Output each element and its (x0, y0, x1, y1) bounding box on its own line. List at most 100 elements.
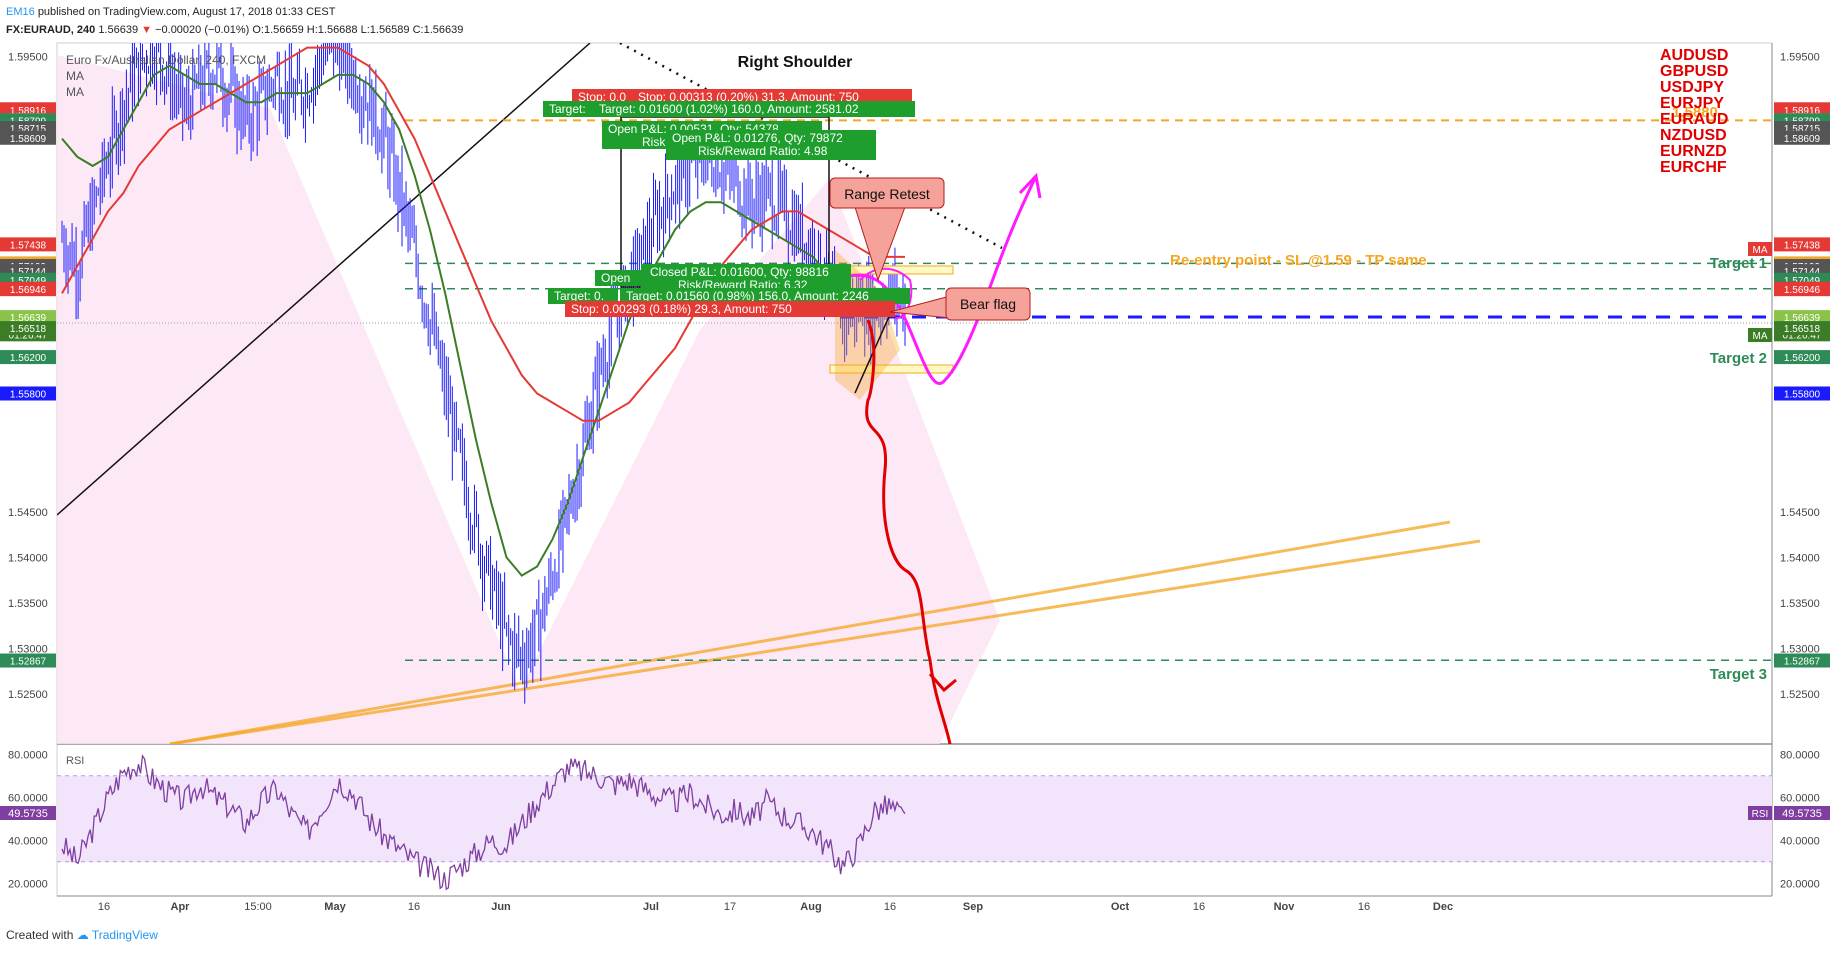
target-label-4[interactable] (620, 288, 910, 304)
price-tag (0, 386, 56, 401)
watchlist-symbol: USDJPY (1660, 79, 1725, 96)
stop-label-3-text: Stop: 0.00293 (0.18%) 29.3, Amount: 750 (571, 302, 792, 316)
price-tag (1774, 653, 1830, 668)
watchlist-symbol: AUDUSD (1660, 47, 1729, 64)
range-retest-callout[interactable] (829, 177, 945, 209)
price-tag-text: 1.58715 (1784, 124, 1821, 135)
time-tick: Oct (1111, 901, 1130, 913)
ma-fast-axis-tag (1748, 328, 1772, 342)
price-tag-text: 1.57438 (1784, 240, 1821, 251)
legend-ma-1[interactable]: MA (66, 69, 84, 83)
rsi-tick: 20.0000 (1780, 878, 1820, 890)
footer-created: Created with (6, 928, 74, 942)
price-tag-text: 1.56946 (10, 285, 47, 296)
price-tag (1774, 350, 1830, 365)
footer: Created with ☁ TradingView (6, 928, 158, 942)
rsi-value-right: 49.5735 (1782, 808, 1822, 820)
target-label-3[interactable] (548, 288, 618, 304)
time-tick: Jul (643, 901, 659, 913)
target-1-label: Target 1 (1710, 255, 1767, 272)
bear-arrowhead (928, 673, 957, 693)
bear-flag-callout[interactable] (945, 287, 1031, 321)
tradingview-logo-icon: ☁ (76, 928, 89, 942)
trendline-black[interactable] (57, 43, 591, 516)
rsi-tick: 40.0000 (8, 835, 48, 847)
price-axis-ticks: 1.59500 1.59500 1.54500 1.54500 1.54000 1.540… (8, 52, 1820, 701)
price-tag-text: 1.57144 (1784, 267, 1821, 278)
time-tick: Dec (1433, 901, 1453, 913)
price-tick: 1.52500 (8, 689, 48, 701)
last-price: 1.56639 (98, 24, 139, 36)
ma-fast-line[interactable] (61, 64, 905, 577)
legend-ma-2[interactable]: MA (66, 85, 84, 99)
rsi-tick: 20.0000 (8, 878, 48, 890)
rsi-tick: 60.0000 (8, 792, 48, 804)
watchlist-symbol: GBPUSD (1660, 63, 1729, 80)
price-tag-text: 1.58609 (10, 134, 47, 145)
price-tag (0, 130, 56, 145)
price-tag-text: 1.58715 (10, 124, 47, 135)
down-triangle-icon: ▼ (141, 24, 153, 36)
rsi-axis-tag-text: RSI (1752, 809, 1769, 820)
price-tag-text: 1.55800 (10, 390, 47, 401)
bear-flag-text: Bear flag (960, 296, 1016, 312)
range-retest-text: Range Retest (844, 186, 930, 202)
price-tag-text: 1.58916 (10, 106, 47, 117)
rsi-line[interactable] (61, 754, 906, 891)
rsi-legend: RSI (66, 755, 84, 767)
right-shoulder-label: Right Shoulder (738, 54, 853, 71)
price-tag (0, 653, 56, 668)
rr-label-1-text: Risk/Reward Ratio: 4.98 (698, 144, 828, 158)
price-tag (1774, 310, 1830, 325)
price-tag-text: 1.58916 (1784, 106, 1821, 117)
price-tag-text: 01:26:47 (9, 330, 48, 341)
level-1588-label: 1.5880 (1672, 104, 1718, 121)
price-tick: 1.53500 (8, 598, 48, 610)
price-tag (0, 321, 56, 336)
rsi-axis-ticks: 80.0000 80.0000 60.0000 60.0000 40.0000 40.00… (8, 749, 1820, 890)
ma-slow-line[interactable] (61, 46, 905, 422)
price-tick: 1.59500 (8, 52, 48, 64)
time-tick: 16 (98, 901, 110, 913)
stop-label-3[interactable] (565, 301, 895, 317)
legend-symbol: Euro Fx/Australian Dollar, 240, FXCM (66, 53, 266, 67)
price-tag (1774, 237, 1830, 252)
footer-brand-link[interactable]: TradingView (91, 928, 158, 942)
price-tick: 1.53000 (8, 643, 48, 655)
price-tag (0, 310, 56, 325)
projected-bear-path[interactable] (865, 319, 952, 744)
support-line-orange-2[interactable] (169, 539, 1481, 744)
rsi-tick: 80.0000 (8, 749, 48, 761)
time-tick: May (324, 901, 346, 913)
open-pl-label-2-text: Open P&L: 0.01276, Qty: 79872 (672, 131, 843, 145)
time-tick: Aug (800, 901, 821, 913)
bull-arrowhead (1018, 172, 1042, 199)
support-line-orange-1[interactable] (169, 520, 1451, 744)
price-tag-text: 01:26:47 (1783, 330, 1822, 341)
bear-flag-zone (835, 250, 900, 400)
rsi-tick: 60.0000 (1780, 792, 1820, 804)
ma-fast-axis-tag-text: MA (1753, 331, 1768, 342)
target-3-label: Target 3 (1710, 666, 1767, 683)
open-pl-label-2[interactable] (666, 130, 876, 160)
price-tick: 1.54000 (1780, 552, 1820, 564)
price-tick: 1.54000 (8, 552, 48, 564)
publish-info: published on TradingView.com, August 17,… (37, 6, 336, 18)
price-tag-text: 1.56200 (10, 353, 47, 364)
stop-label-1-text: Stop: 0.0 (578, 90, 626, 104)
target-label-1-text: Target: (549, 102, 586, 116)
right-price-tags: 1.589221.589161.588001.588011.587991.587… (1774, 102, 1830, 668)
target-label-2[interactable] (593, 101, 915, 117)
time-tick: 16 (1193, 901, 1205, 913)
reentry-label: Re-entry point - SL @1.59 - TP same (1170, 252, 1427, 269)
price-tag-text: 1.56200 (1784, 353, 1821, 364)
price-tag-text: 1.56946 (1784, 285, 1821, 296)
open-label-3[interactable] (595, 270, 645, 286)
watchlist-symbol: EURCHF (1660, 159, 1727, 176)
price-tag (0, 237, 56, 252)
pattern-shading (57, 55, 1000, 744)
author-link[interactable]: EM16 (6, 6, 35, 18)
rsi-tick: 40.0000 (1780, 835, 1820, 847)
price-tag (1774, 282, 1830, 297)
